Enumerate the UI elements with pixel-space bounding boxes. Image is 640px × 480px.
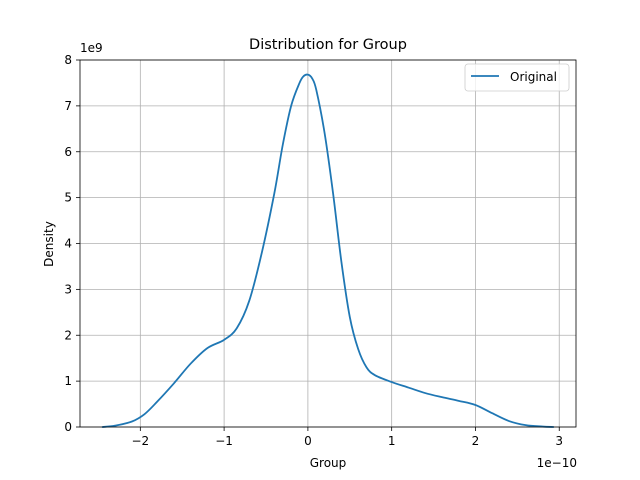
ticks: −2 −1 0 1 2 3 0 1 2 3 4 5 6 7 8: [64, 53, 563, 448]
x-tick-label: −1: [215, 434, 233, 448]
grid: [80, 59, 576, 428]
y-tick-label: 4: [64, 237, 72, 251]
y-axis-label: Density: [42, 221, 56, 267]
x-tick-label: 1: [388, 434, 396, 448]
y-tick-label: 1: [64, 374, 72, 388]
y-tick-label: 2: [64, 328, 72, 342]
y-tick-label: 5: [64, 191, 72, 205]
series-layer: [101, 73, 555, 428]
legend-label-original: Original: [510, 70, 557, 84]
y-tick-label: 3: [64, 282, 72, 296]
series-line-original: [101, 73, 555, 428]
y-tick-label: 6: [64, 145, 72, 159]
x-tick-label: 3: [555, 434, 563, 448]
x-offset-text: 1e−10: [537, 456, 577, 470]
x-axis-label: Group: [310, 456, 347, 470]
legend: Original: [464, 63, 570, 92]
y-tick-label: 8: [64, 53, 72, 67]
y-offset-text: 1e9: [80, 41, 103, 55]
x-tick-label: 0: [304, 434, 312, 448]
legend-box: [464, 63, 570, 92]
y-tick-label: 0: [64, 420, 72, 434]
x-tick-label: −2: [131, 434, 149, 448]
y-tick-label: 7: [64, 99, 72, 113]
chart-title: Distribution for Group: [249, 37, 407, 53]
x-tick-label: 2: [472, 434, 480, 448]
